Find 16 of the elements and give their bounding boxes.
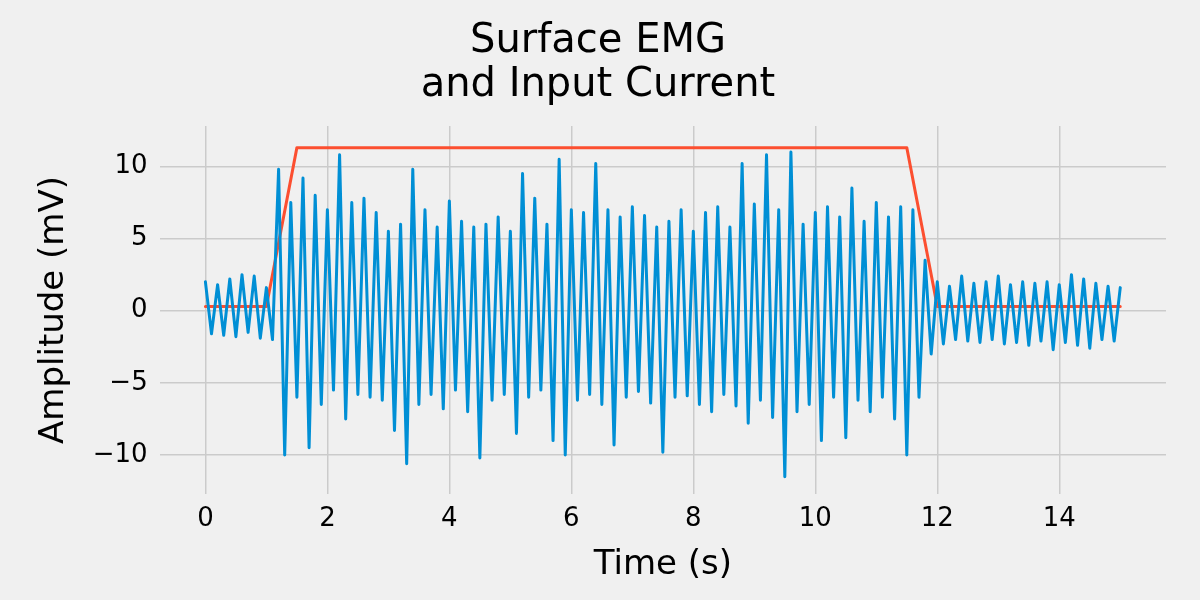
x-tick-label: 0 bbox=[197, 502, 214, 533]
y-tick-label: −10 bbox=[92, 437, 148, 468]
x-tick-label: 4 bbox=[441, 502, 458, 533]
y-tick-label: −5 bbox=[109, 365, 148, 396]
x-tick-label: 2 bbox=[319, 502, 336, 533]
x-tick-label: 10 bbox=[798, 502, 832, 533]
y-tick-label: 0 bbox=[131, 293, 148, 324]
chart-title: Surface EMG and Input Current bbox=[420, 15, 776, 106]
y-tick-label: 5 bbox=[131, 221, 148, 252]
x-tick-label: 6 bbox=[563, 502, 580, 533]
y-axis-title: Amplitude (mV) bbox=[31, 176, 72, 444]
x-tick-label: 14 bbox=[1042, 502, 1076, 533]
x-tick-label: 12 bbox=[920, 502, 954, 533]
x-tick-label: 8 bbox=[685, 502, 702, 533]
x-axis-title: Time (s) bbox=[592, 542, 732, 583]
y-tick-label: 10 bbox=[114, 149, 148, 180]
